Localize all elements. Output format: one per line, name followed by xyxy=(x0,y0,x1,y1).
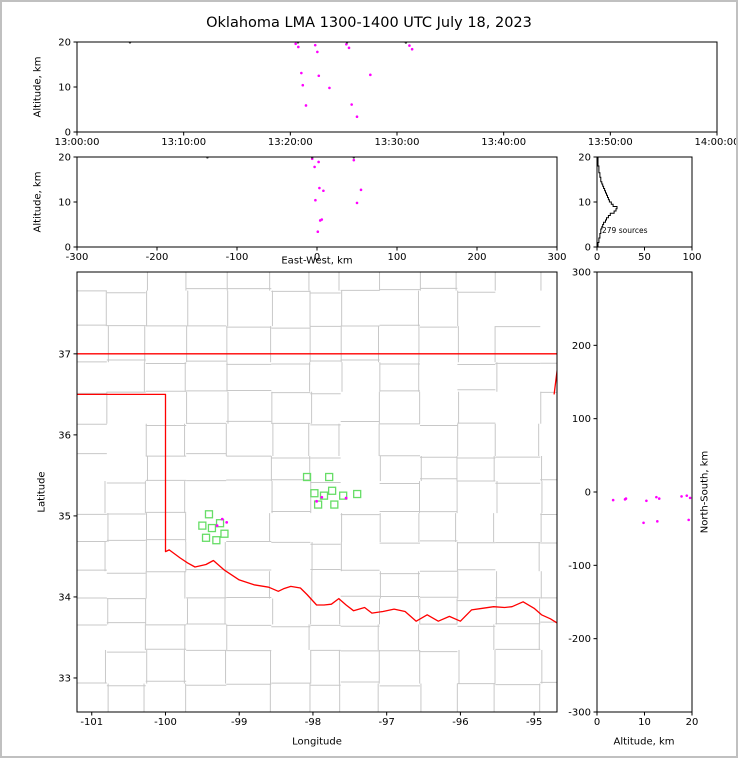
ew_height-x-tick-label: 200 xyxy=(467,252,486,263)
time_height-y-tick-label: 10 xyxy=(58,83,71,94)
ns_height-frame xyxy=(596,271,693,713)
time_height-x-tick-label: 13:40:00 xyxy=(481,137,526,148)
vhf-sources xyxy=(310,157,363,233)
vhf-sources xyxy=(294,42,414,118)
ew_height-y-tick-label: 10 xyxy=(58,198,71,209)
map-x-tick-label: -97 xyxy=(379,717,395,728)
ew_height-frame xyxy=(76,156,558,248)
alt_histogram-x-tick-label: 100 xyxy=(682,252,701,263)
ns_height-x-tick-label: 0 xyxy=(594,717,600,728)
alt_histogram-y-tick-label: 20 xyxy=(578,153,591,164)
ns_height-x-tick-label: 10 xyxy=(638,717,651,728)
ns_height-y-tick-label: 200 xyxy=(572,341,591,352)
map-frame xyxy=(76,271,558,713)
time_height-data-layer xyxy=(128,42,414,118)
ew-panel-y-axis-label: Altitude, km xyxy=(32,171,44,233)
ew-panel-x-axis-label: East-West, km xyxy=(281,255,353,267)
time_height-x-tick-label: 13:20:00 xyxy=(268,137,313,148)
map-y-tick-label: 33 xyxy=(58,673,71,684)
ns-panel-x-axis-label: Altitude, km xyxy=(613,736,675,748)
time_height-x-tick-label: 13:30:00 xyxy=(375,137,420,148)
map-y-tick-label: 37 xyxy=(58,349,71,360)
ew_height-x-tick-label: 0 xyxy=(314,252,320,263)
ew_height-y-tick-label: 0 xyxy=(65,243,71,254)
time_height-frame xyxy=(76,41,718,133)
map-y-axis-label: Latitude xyxy=(36,471,48,513)
ns-panel-y-axis-label: North-South, km xyxy=(699,450,711,534)
map-x-tick-label: -101 xyxy=(80,717,103,728)
map-x-tick-label: -99 xyxy=(231,717,247,728)
map-x-tick-label: -95 xyxy=(526,717,542,728)
time_height-y-tick-label: 0 xyxy=(65,128,71,139)
ns_height-y-tick-label: 0 xyxy=(585,488,591,499)
ns_height-y-tick-label: 300 xyxy=(572,268,591,279)
figure-title: Oklahoma LMA 1300-1400 UTC July 18, 2023 xyxy=(206,15,532,31)
ew_height-x-tick-label: -300 xyxy=(66,252,89,263)
map-y-tick-label: 34 xyxy=(58,592,71,603)
ew_height-y-tick-label: 20 xyxy=(58,153,71,164)
alt_histogram-x-tick-label: 50 xyxy=(638,252,651,263)
ns_height-data-layer xyxy=(611,494,692,525)
map-x-tick-label: -98 xyxy=(305,717,321,728)
altitude-histogram xyxy=(597,157,618,247)
map-y-tick-label: 36 xyxy=(58,430,71,441)
alt_histogram-y-tick-label: 10 xyxy=(578,198,591,209)
lma-stations xyxy=(198,472,362,545)
ew_height-x-tick-label: 100 xyxy=(387,252,406,263)
time_height-y-tick-label: 20 xyxy=(58,38,71,49)
ew_height-x-tick-label: 300 xyxy=(547,252,566,263)
map-data-layer xyxy=(77,272,557,712)
county-borders xyxy=(77,272,557,712)
map-x-tick-label: -96 xyxy=(452,717,468,728)
alt_histogram-y-tick-label: 0 xyxy=(585,243,591,254)
ew_height-x-tick-label: -100 xyxy=(226,252,249,263)
time_height-x-tick-label: 13:10:00 xyxy=(161,137,206,148)
ew_height-x-tick-label: -200 xyxy=(146,252,169,263)
vhf-sources xyxy=(611,494,692,525)
source-count-annotation: 279 sources xyxy=(602,226,648,235)
map-y-tick-label: 35 xyxy=(58,511,71,522)
time_height-x-tick-label: 13:50:00 xyxy=(588,137,633,148)
ns_height-y-tick-label: -300 xyxy=(568,708,591,719)
time_height-x-tick-label: 14:00:00 xyxy=(695,137,738,148)
time-panel-y-axis-label: Altitude, km xyxy=(32,56,44,118)
alt_histogram-x-tick-label: 0 xyxy=(594,252,600,263)
alt_histogram-data-layer xyxy=(597,157,618,247)
ew_height-data-layer xyxy=(206,157,363,233)
ns_height-x-tick-label: 20 xyxy=(686,717,699,728)
ns_height-y-tick-label: -200 xyxy=(568,634,591,645)
vhf-sources xyxy=(215,495,348,528)
map-x-tick-label: -100 xyxy=(154,717,177,728)
ns_height-y-tick-label: -100 xyxy=(568,561,591,572)
time_height-x-tick-label: 13:00:00 xyxy=(55,137,100,148)
map-x-axis-label: Longitude xyxy=(292,736,342,748)
ns_height-y-tick-label: 100 xyxy=(572,414,591,425)
